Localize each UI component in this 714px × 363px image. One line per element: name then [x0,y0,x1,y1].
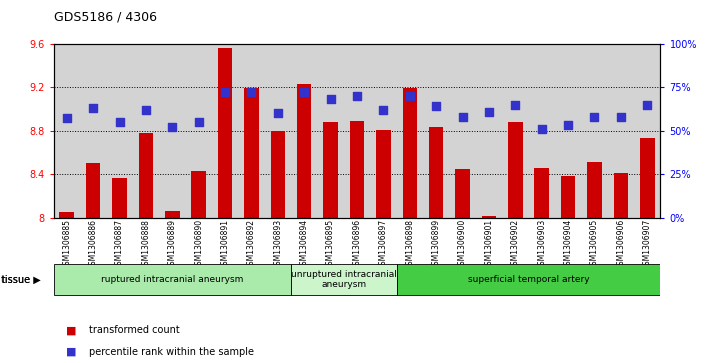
Point [140,107,151,113]
Bar [323,122,338,218]
Point [61,115,72,121]
Text: GDS5186 / 4306: GDS5186 / 4306 [54,11,156,24]
Bar [218,48,232,218]
Bar [376,130,391,218]
Text: percentile rank within the sample: percentile rank within the sample [89,347,254,357]
Text: tissue ▶: tissue ▶ [1,274,41,285]
Bar [403,88,417,218]
Bar [297,84,311,218]
Bar [165,211,179,218]
Point [114,119,125,125]
Point [87,105,99,111]
Point [642,102,653,107]
Bar [640,138,655,218]
Bar [482,216,496,218]
Point [325,97,336,102]
Text: ruptured intracranial aneurysm: ruptured intracranial aneurysm [101,275,243,284]
Point [378,107,389,113]
Bar [271,131,285,218]
Bar [244,88,258,218]
Point [351,93,363,99]
Point [589,114,600,120]
Text: ■: ■ [66,325,76,335]
Text: superficial temporal artery: superficial temporal artery [468,275,589,284]
Bar [560,176,575,218]
Bar [139,133,154,218]
Bar [86,163,101,218]
Bar [587,162,602,218]
Bar [396,264,660,295]
Bar [508,122,523,218]
Bar [291,264,396,295]
Point [483,109,495,114]
Text: transformed count: transformed count [89,325,180,335]
Text: unruptured intracranial
aneurysm: unruptured intracranial aneurysm [291,270,397,289]
Point [193,119,204,125]
Bar [456,169,470,218]
Point [563,123,574,129]
Point [510,102,521,107]
Bar [191,171,206,218]
Point [404,93,416,99]
Bar [535,168,549,218]
Text: tissue: tissue [1,274,31,285]
Point [272,110,283,116]
Bar [112,178,127,218]
Bar [350,121,364,218]
Point [298,89,310,95]
Point [166,124,178,130]
Point [219,89,231,95]
Bar [59,212,74,218]
Bar [54,264,291,295]
Bar [613,173,628,218]
Point [457,114,468,120]
Point [536,126,548,132]
Text: ■: ■ [66,347,76,357]
Point [615,114,627,120]
Point [246,89,257,95]
Point [431,103,442,109]
Bar [429,127,443,218]
